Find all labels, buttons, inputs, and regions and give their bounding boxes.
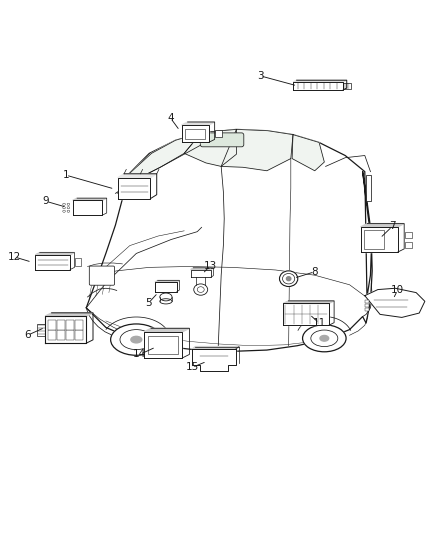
Bar (66, 330, 74, 341)
Ellipse shape (194, 284, 208, 295)
Text: 15: 15 (185, 362, 199, 373)
Polygon shape (45, 313, 93, 316)
Bar (75, 320, 83, 329)
Polygon shape (118, 177, 150, 199)
Polygon shape (155, 282, 177, 292)
Polygon shape (283, 303, 329, 325)
Bar (57, 320, 65, 329)
Ellipse shape (131, 336, 142, 343)
Polygon shape (117, 133, 201, 193)
Polygon shape (73, 198, 107, 200)
Bar (405, 232, 412, 238)
Bar (48, 330, 56, 341)
Polygon shape (365, 288, 425, 318)
Polygon shape (192, 346, 239, 349)
Bar (365, 304, 369, 307)
Text: 1: 1 (63, 170, 69, 180)
Ellipse shape (286, 277, 291, 281)
Ellipse shape (160, 298, 172, 304)
Text: 14: 14 (133, 350, 146, 359)
Bar (75, 330, 83, 341)
Polygon shape (221, 130, 293, 171)
Polygon shape (184, 130, 237, 166)
Polygon shape (35, 255, 70, 270)
Bar (405, 241, 412, 248)
Polygon shape (192, 349, 236, 372)
Polygon shape (293, 82, 343, 90)
Bar (66, 320, 74, 329)
Polygon shape (45, 316, 86, 343)
Polygon shape (35, 253, 74, 255)
Text: 3: 3 (257, 71, 264, 81)
Ellipse shape (63, 207, 65, 209)
Text: 8: 8 (311, 266, 318, 277)
Ellipse shape (67, 203, 70, 205)
Text: 7: 7 (389, 221, 396, 231)
Bar (364, 230, 385, 249)
Polygon shape (155, 280, 180, 282)
Ellipse shape (111, 324, 162, 356)
Text: 5: 5 (145, 298, 152, 308)
Text: 4: 4 (167, 112, 173, 123)
Polygon shape (160, 297, 172, 301)
FancyBboxPatch shape (89, 266, 115, 285)
Bar (37, 324, 45, 336)
Text: 13: 13 (204, 261, 217, 271)
Ellipse shape (279, 271, 298, 287)
Bar (365, 308, 369, 311)
Polygon shape (182, 122, 215, 125)
Bar (366, 175, 371, 201)
Polygon shape (182, 125, 208, 142)
FancyBboxPatch shape (200, 133, 244, 147)
Polygon shape (360, 224, 404, 227)
Polygon shape (144, 332, 183, 358)
Polygon shape (283, 301, 334, 303)
Ellipse shape (63, 203, 65, 205)
Bar (215, 130, 223, 137)
Text: 10: 10 (391, 286, 404, 295)
Ellipse shape (67, 207, 70, 209)
Bar (343, 83, 351, 89)
Polygon shape (191, 270, 211, 277)
Text: 9: 9 (42, 196, 49, 206)
Polygon shape (191, 268, 213, 270)
Text: 11: 11 (312, 318, 326, 328)
Bar (365, 300, 369, 303)
Bar (74, 259, 81, 266)
Polygon shape (292, 135, 324, 171)
Ellipse shape (320, 335, 328, 341)
Polygon shape (144, 328, 189, 332)
Polygon shape (293, 80, 347, 82)
Polygon shape (118, 174, 157, 177)
Text: 6: 6 (24, 330, 31, 340)
Polygon shape (86, 130, 372, 351)
Polygon shape (360, 227, 398, 252)
Bar (185, 128, 205, 139)
Ellipse shape (160, 293, 172, 301)
Text: 12: 12 (8, 252, 21, 262)
Bar (148, 336, 178, 353)
Ellipse shape (63, 210, 65, 212)
Bar (48, 320, 56, 329)
Polygon shape (73, 200, 102, 215)
Ellipse shape (67, 210, 70, 212)
Ellipse shape (303, 325, 346, 352)
Bar (57, 330, 65, 341)
